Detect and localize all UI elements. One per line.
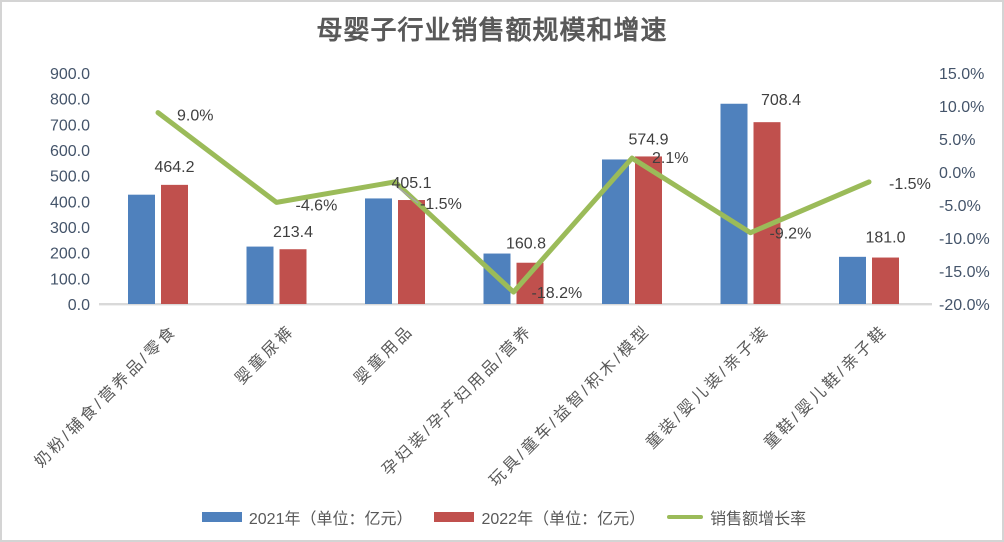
bar-2022 — [872, 257, 899, 304]
growth-label: -1.5% — [420, 196, 462, 213]
legend-swatch-2022-bar — [434, 512, 475, 522]
growth-label: -9.2% — [770, 226, 812, 243]
legend-label-2021: 2021年（单位：亿元） — [248, 511, 413, 528]
bar-2022 — [635, 156, 662, 304]
value-label-2022: 181.0 — [865, 230, 905, 247]
bar-2021 — [128, 194, 155, 304]
left-axis-tick: 700.0 — [50, 117, 90, 134]
left-axis-tick: 800.0 — [50, 92, 90, 109]
growth-label: -4.6% — [296, 197, 338, 214]
label-leader-line — [395, 185, 419, 204]
right-axis-tick: -20.0% — [939, 297, 990, 314]
bar-2021 — [246, 246, 274, 304]
right-axis-tick: 15.0% — [939, 66, 984, 83]
right-axis-tick: 5.0% — [939, 132, 975, 149]
bar-2021 — [365, 198, 392, 304]
bar-2022 — [161, 184, 188, 304]
growth-label: 9.0% — [177, 108, 213, 125]
left-axis-tick: 100.0 — [50, 271, 90, 288]
value-label-2022: 574.9 — [628, 131, 668, 148]
left-axis-tick: 200.0 — [50, 246, 90, 263]
growth-label: 2.1% — [652, 150, 688, 167]
bar-2021 — [602, 159, 629, 304]
legend-item-2021: 2021年（单位：亿元） — [201, 505, 413, 529]
growth-line — [155, 110, 872, 295]
legend-swatch-2021-bar — [201, 512, 242, 522]
bar-2021 — [839, 256, 866, 304]
left-axis-tick: 500.0 — [50, 169, 90, 186]
growth-label: -1.5% — [889, 176, 931, 193]
x-axis-line — [99, 303, 932, 306]
right-axis-tick: 0.0% — [939, 165, 975, 182]
value-label-2022: 405.1 — [391, 175, 431, 192]
left-axis-tick: 600.0 — [50, 143, 90, 160]
right-axis-tick: 10.0% — [939, 99, 984, 116]
left-axis-tick: 900.0 — [50, 66, 90, 83]
value-label-2022: 213.4 — [273, 224, 313, 241]
value-label-2022: 464.2 — [154, 159, 194, 176]
legend: 2021年（单位：亿元） 2022年（单位：亿元） 销售额增长率 — [2, 505, 1002, 529]
value-label-2022: 708.4 — [761, 92, 801, 109]
right-axis-tick: -15.0% — [939, 264, 990, 281]
bar-2022 — [753, 122, 781, 304]
legend-swatch-growth-line — [667, 515, 704, 519]
left-axis-tick: 400.0 — [50, 194, 90, 211]
legend-label-growth: 销售额增长率 — [710, 511, 807, 528]
right-axis-tick: -5.0% — [939, 198, 981, 215]
legend-label-2022: 2022年（单位：亿元） — [481, 511, 646, 528]
left-axis-tick: 300.0 — [50, 220, 90, 237]
bar-2022 — [279, 249, 307, 304]
bar-2022 — [398, 200, 425, 304]
value-label-2022: 160.8 — [506, 236, 546, 253]
right-axis-tick: -10.0% — [939, 231, 990, 248]
bar-2021 — [720, 103, 748, 305]
left-axis-tick: 0.0 — [68, 297, 90, 314]
chart-title: 母婴子行业销售额规模和增速 — [316, 16, 668, 46]
legend-item-growth: 销售额增长率 — [667, 505, 806, 529]
growth-label: -18.2% — [532, 285, 583, 302]
legend-item-2022: 2022年（单位：亿元） — [434, 505, 645, 529]
